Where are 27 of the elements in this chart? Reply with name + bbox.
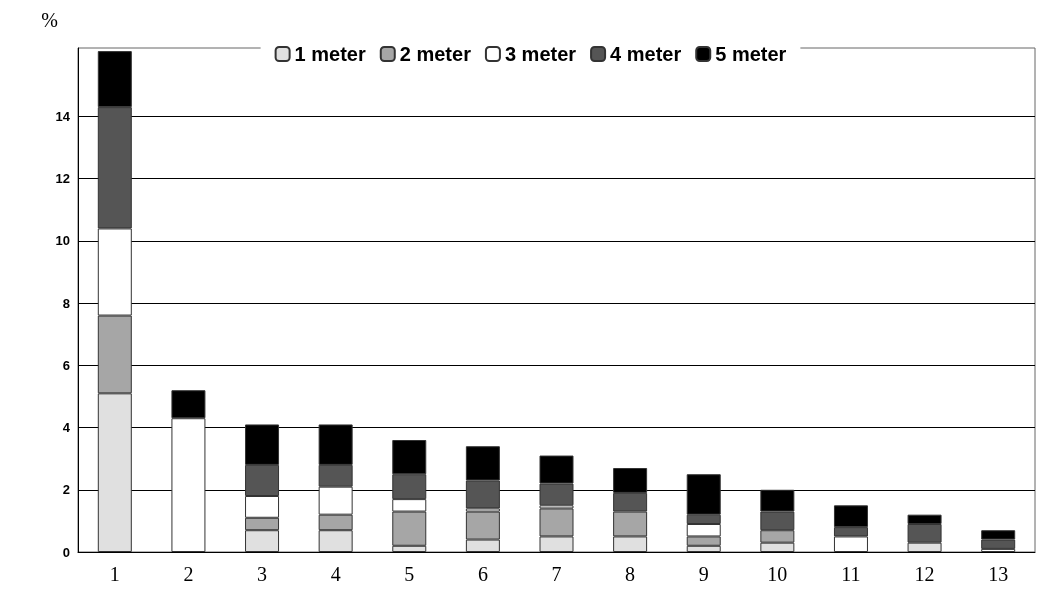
x-tick-label: 8 [625, 563, 636, 585]
x-tick-label: 13 [988, 563, 1009, 585]
y-tick-label: 12 [55, 171, 70, 187]
x-tick-label: 10 [767, 563, 788, 585]
x-tick-label: 11 [841, 563, 861, 585]
x-tick-label: 3 [257, 563, 268, 585]
x-tick-label: 2 [183, 563, 194, 585]
y-tick-label: 2 [62, 482, 70, 498]
y-tick-label: 10 [55, 233, 70, 249]
legend-label: 1 meter [294, 43, 366, 65]
legend-label: 3 meter [504, 43, 577, 65]
y-tick-label: 8 [62, 295, 70, 311]
y-axis-title: % [41, 9, 58, 31]
x-tick-label: 9 [698, 563, 709, 585]
x-tick-label: 1 [109, 563, 120, 585]
y-tick-label: 0 [62, 544, 70, 560]
y-tick-label: 6 [62, 357, 70, 373]
y-tick-label: 4 [62, 420, 71, 436]
legend-label: 2 meter [399, 43, 472, 65]
y-tick-label: 14 [55, 108, 71, 124]
legend-label: 5 meter [715, 43, 787, 65]
x-tick-label: 12 [914, 563, 935, 585]
legend-label: 4 meter [610, 43, 682, 65]
x-tick-label: 7 [551, 563, 562, 585]
x-tick-label: 4 [330, 563, 341, 585]
x-tick-label: 5 [404, 563, 415, 585]
x-tick-label: 6 [477, 563, 488, 585]
